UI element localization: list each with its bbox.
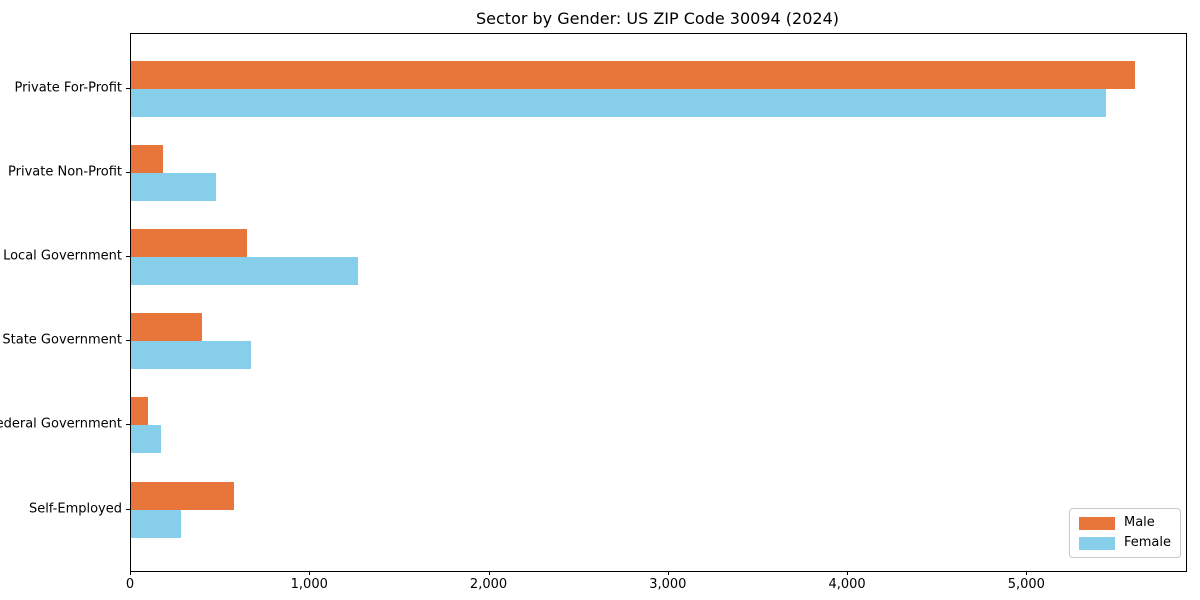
bar-female-private-for-profit bbox=[131, 89, 1107, 117]
x-tick-label-3000: 3,000 bbox=[649, 577, 687, 592]
x-tick-mark bbox=[130, 571, 131, 575]
y-tick-mark bbox=[126, 340, 130, 342]
legend: Male Female bbox=[1068, 508, 1181, 558]
x-tick-mark bbox=[488, 571, 490, 575]
x-tick-label-1000: 1,000 bbox=[290, 577, 328, 592]
x-tick-label-0: 0 bbox=[125, 577, 135, 592]
y-tick-label-federal-government: Federal Government bbox=[0, 416, 122, 432]
x-tick-mark bbox=[667, 571, 669, 575]
y-tick-mark bbox=[126, 424, 130, 426]
bar-male-private-for-profit bbox=[131, 61, 1135, 89]
plot-area: Male Female bbox=[130, 33, 1187, 572]
legend-label-female: Female bbox=[1123, 535, 1171, 550]
y-tick-mark bbox=[126, 256, 130, 258]
x-tick-mark bbox=[847, 571, 849, 575]
bar-male-state-government bbox=[131, 313, 202, 342]
female-series-swatch bbox=[1078, 536, 1115, 550]
x-tick-label-5000: 5,000 bbox=[1007, 577, 1045, 592]
x-tick-label-4000: 4,000 bbox=[828, 577, 866, 592]
bar-female-federal-government bbox=[131, 425, 161, 454]
y-tick-label-private-non-profit: Private Non-Profit bbox=[8, 164, 122, 180]
y-tick-label-local-government: Local Government bbox=[3, 248, 122, 264]
x-tick-mark bbox=[309, 571, 311, 575]
bar-female-private-non-profit bbox=[131, 173, 217, 202]
y-tick-label-private-for-profit: Private For-Profit bbox=[14, 80, 122, 96]
legend-label-male: Male bbox=[1123, 515, 1155, 530]
bar-male-federal-government bbox=[131, 397, 149, 426]
y-tick-mark bbox=[126, 88, 130, 89]
male-series-swatch bbox=[1078, 516, 1115, 530]
y-tick-mark bbox=[126, 508, 130, 510]
y-tick-label-state-government: State Government bbox=[2, 332, 122, 348]
bar-female-local-government bbox=[131, 257, 358, 286]
legend-item-female: Female bbox=[1078, 535, 1171, 550]
bar-male-private-non-profit bbox=[131, 145, 164, 174]
bar-male-local-government bbox=[131, 229, 247, 258]
bar-male-self-employed bbox=[131, 481, 235, 510]
x-tick-mark bbox=[1026, 571, 1028, 575]
x-tick-label-2000: 2,000 bbox=[469, 577, 508, 592]
bar-female-state-government bbox=[131, 341, 252, 370]
y-tick-mark bbox=[126, 172, 130, 174]
legend-item-male: Male bbox=[1078, 515, 1171, 530]
y-tick-label-self-employed: Self-Employed bbox=[28, 501, 122, 516]
chart-title: Sector by Gender: US ZIP Code 30094 (202… bbox=[476, 9, 839, 28]
bar-female-self-employed bbox=[131, 509, 182, 538]
